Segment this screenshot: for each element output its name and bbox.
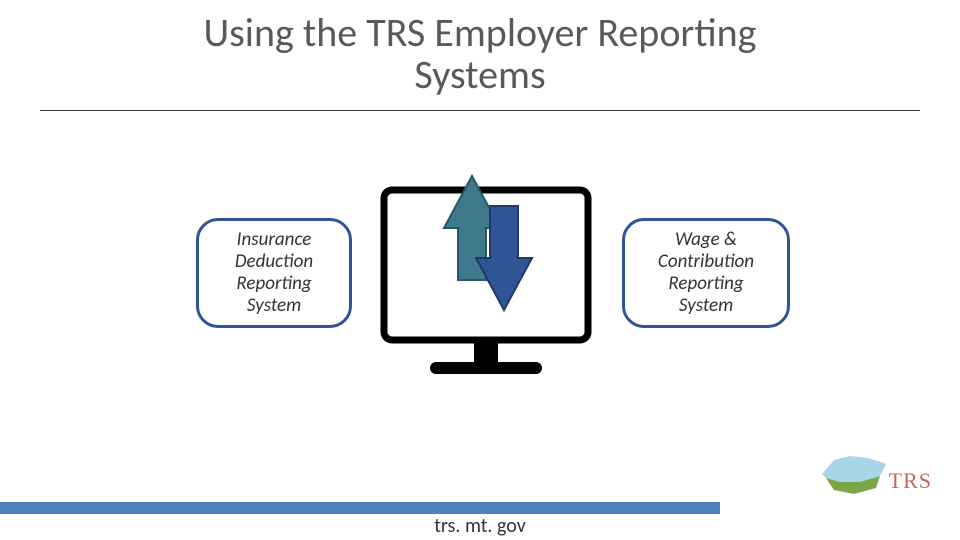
footer-url: trs. mt. gov: [0, 514, 960, 538]
title-underline: [40, 110, 920, 111]
monitor-neck: [474, 340, 498, 362]
monitor-icon: [378, 170, 594, 390]
slide-title: Using the TRS Employer Reporting Systems: [0, 12, 960, 96]
right-system-label: Wage & Contribution Reporting System: [658, 229, 754, 316]
logo-shape-icon: [820, 452, 890, 496]
right-system-pill: Wage & Contribution Reporting System: [622, 218, 790, 328]
title-line-1: Using the TRS Employer Reporting: [0, 12, 960, 54]
left-system-label: Insurance Deduction Reporting System: [235, 229, 313, 316]
logo-text: TRS: [889, 468, 932, 494]
monitor-base: [430, 362, 542, 374]
footer-bar: [0, 502, 720, 514]
slide: Using the TRS Employer Reporting Systems…: [0, 0, 960, 540]
left-system-pill: Insurance Deduction Reporting System: [196, 218, 352, 328]
title-line-2: Systems: [0, 54, 960, 96]
